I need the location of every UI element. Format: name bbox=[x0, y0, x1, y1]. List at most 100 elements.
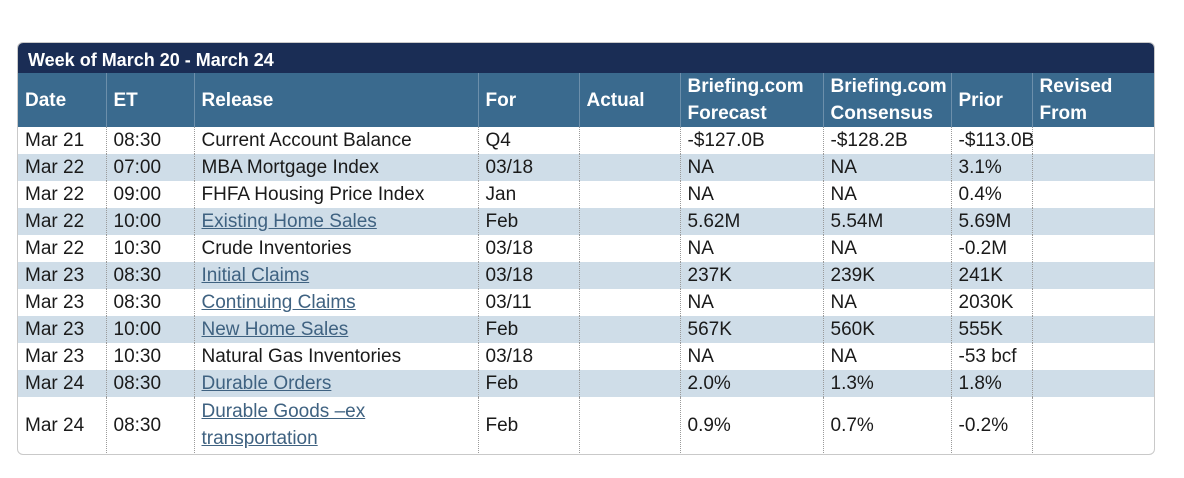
cell-release: Initial Claims bbox=[194, 262, 479, 289]
cell-et: 10:30 bbox=[106, 235, 195, 262]
header-row: Date ET Release For Actual Briefing.com F… bbox=[18, 73, 1154, 127]
header-consensus: Briefing.com Consensus bbox=[823, 73, 952, 127]
cell-et: 08:30 bbox=[106, 397, 195, 453]
cell-for: 03/18 bbox=[478, 262, 580, 289]
cell-date: Mar 22 bbox=[18, 181, 107, 208]
cell-prior: 555K bbox=[951, 316, 1033, 343]
cell-consensus: NA bbox=[823, 289, 952, 316]
cell-actual bbox=[579, 397, 681, 453]
table-row: Mar 22 10:30 Crude Inventories 03/18 NA NA -0.… bbox=[18, 235, 1154, 262]
cell-revised bbox=[1032, 181, 1154, 208]
cell-actual bbox=[579, 316, 681, 343]
cell-prior: -$113.0B bbox=[951, 127, 1034, 154]
header-et: ET bbox=[106, 73, 195, 127]
cell-release: Existing Home Sales bbox=[194, 208, 479, 235]
cell-actual bbox=[579, 289, 681, 316]
cell-date: Mar 23 bbox=[18, 262, 107, 289]
table-body: Mar 21 08:30 Current Account Balance Q4 -$12… bbox=[18, 127, 1154, 453]
table-row: Mar 22 07:00 MBA Mortgage Index 03/18 NA NA 3.… bbox=[18, 154, 1154, 181]
table-row: Mar 24 08:30 Durable Goods –ex transportat… bbox=[18, 397, 1154, 453]
cell-revised bbox=[1032, 343, 1154, 370]
cell-date: Mar 21 bbox=[18, 127, 107, 154]
cell-date: Mar 23 bbox=[18, 343, 107, 370]
header-revised-line2: From bbox=[1039, 103, 1088, 124]
cell-prior: 241K bbox=[951, 262, 1033, 289]
header-revised: Revised From bbox=[1032, 73, 1154, 127]
cell-release: FHFA Housing Price Index bbox=[194, 181, 479, 208]
cell-forecast: NA bbox=[680, 289, 824, 316]
release-link[interactable]: Initial Claims bbox=[201, 265, 310, 286]
cell-consensus: 560K bbox=[823, 316, 952, 343]
release-link[interactable]: New Home Sales bbox=[201, 319, 349, 340]
cell-release: MBA Mortgage Index bbox=[194, 154, 479, 181]
cell-release: Durable Orders bbox=[194, 370, 479, 397]
cell-revised bbox=[1032, 235, 1154, 262]
cell-et: 10:30 bbox=[106, 343, 195, 370]
cell-for: Jan bbox=[478, 181, 580, 208]
cell-release: New Home Sales bbox=[194, 316, 479, 343]
release-link[interactable]: Durable Orders bbox=[201, 373, 332, 394]
cell-et: 10:00 bbox=[106, 316, 195, 343]
cell-date: Mar 24 bbox=[18, 370, 107, 397]
cell-date: Mar 24 bbox=[18, 397, 107, 453]
cell-forecast: -$127.0B bbox=[680, 127, 824, 154]
cell-revised bbox=[1032, 208, 1154, 235]
header-prior: Prior bbox=[951, 73, 1033, 127]
cell-forecast: NA bbox=[680, 235, 824, 262]
cell-prior: 0.4% bbox=[951, 181, 1033, 208]
release-link[interactable]: Durable Goods –ex transportation bbox=[201, 401, 366, 449]
cell-for: 03/18 bbox=[478, 343, 580, 370]
cell-revised bbox=[1032, 289, 1154, 316]
cell-prior: 3.1% bbox=[951, 154, 1033, 181]
cell-consensus: 1.3% bbox=[823, 370, 952, 397]
cell-revised bbox=[1032, 316, 1154, 343]
header-consensus-line1: Briefing.com bbox=[830, 76, 947, 97]
economic-calendar-panel: Week of March 20 - March 24 Date ET Rele… bbox=[17, 42, 1155, 455]
header-forecast: Briefing.com Forecast bbox=[680, 73, 824, 127]
cell-actual bbox=[579, 208, 681, 235]
cell-date: Mar 23 bbox=[18, 289, 107, 316]
table-row: Mar 22 09:00 FHFA Housing Price Index Jan NA… bbox=[18, 181, 1154, 208]
release-link[interactable]: Existing Home Sales bbox=[201, 211, 377, 232]
cell-forecast: NA bbox=[680, 343, 824, 370]
release-link[interactable]: Continuing Claims bbox=[201, 292, 356, 313]
cell-for: 03/11 bbox=[478, 289, 580, 316]
cell-for: Q4 bbox=[478, 127, 580, 154]
cell-consensus: NA bbox=[823, 235, 952, 262]
header-consensus-line2: Consensus bbox=[830, 103, 933, 124]
cell-for: Feb bbox=[478, 397, 580, 453]
cell-date: Mar 23 bbox=[18, 316, 107, 343]
cell-consensus: -$128.2B bbox=[823, 127, 952, 154]
cell-et: 08:30 bbox=[106, 262, 195, 289]
cell-consensus: NA bbox=[823, 181, 952, 208]
cell-revised bbox=[1032, 370, 1154, 397]
cell-actual bbox=[579, 154, 681, 181]
cell-for: Feb bbox=[478, 316, 580, 343]
cell-forecast: 237K bbox=[680, 262, 824, 289]
cell-forecast: 567K bbox=[680, 316, 824, 343]
cell-forecast: 0.9% bbox=[680, 397, 824, 453]
cell-for: Feb bbox=[478, 208, 580, 235]
cell-actual bbox=[579, 127, 681, 154]
cell-et: 08:30 bbox=[106, 370, 195, 397]
cell-forecast: NA bbox=[680, 154, 824, 181]
cell-forecast: 5.62M bbox=[680, 208, 824, 235]
economic-calendar-table: Date ET Release For Actual Briefing.com F… bbox=[18, 73, 1154, 453]
table-row: Mar 23 08:30 Initial Claims 03/18 237K 239K 24… bbox=[18, 262, 1154, 289]
header-forecast-line1: Briefing.com bbox=[687, 76, 804, 97]
cell-actual bbox=[579, 181, 681, 208]
cell-prior: 1.8% bbox=[951, 370, 1033, 397]
cell-et: 10:00 bbox=[106, 208, 195, 235]
table-row: Mar 23 08:30 Continuing Claims 03/11 NA NA 203… bbox=[18, 289, 1154, 316]
cell-date: Mar 22 bbox=[18, 208, 107, 235]
week-title: Week of March 20 - March 24 bbox=[18, 43, 1154, 73]
table-row: Mar 23 10:00 New Home Sales Feb 567K 560K 555K bbox=[18, 316, 1154, 343]
cell-for: 03/18 bbox=[478, 235, 580, 262]
cell-prior: -0.2% bbox=[951, 397, 1033, 453]
cell-et: 08:30 bbox=[106, 289, 195, 316]
header-date: Date bbox=[18, 73, 107, 127]
cell-revised bbox=[1032, 262, 1154, 289]
cell-consensus: 5.54M bbox=[823, 208, 952, 235]
cell-actual bbox=[579, 235, 681, 262]
cell-revised bbox=[1032, 127, 1154, 154]
